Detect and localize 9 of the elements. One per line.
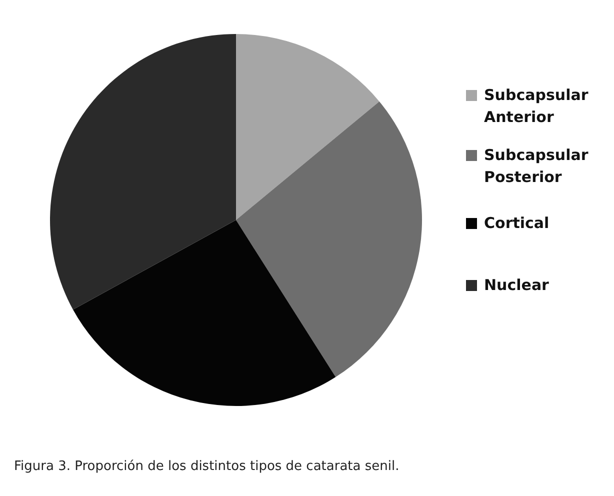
legend-label: Subcapsular Posterior <box>484 146 589 186</box>
pie-slice <box>236 101 422 378</box>
pie-slice <box>50 34 236 310</box>
legend-label: Nuclear <box>484 276 550 294</box>
legend-label: Cortical <box>484 214 550 232</box>
pie-slice <box>73 220 336 406</box>
legend-label: Subcapsular Anterior <box>484 86 589 126</box>
pie-slice <box>236 34 380 220</box>
text: Figura 3. Proporción de los distintos tipos de catarata senil. <box>14 459 400 474</box>
